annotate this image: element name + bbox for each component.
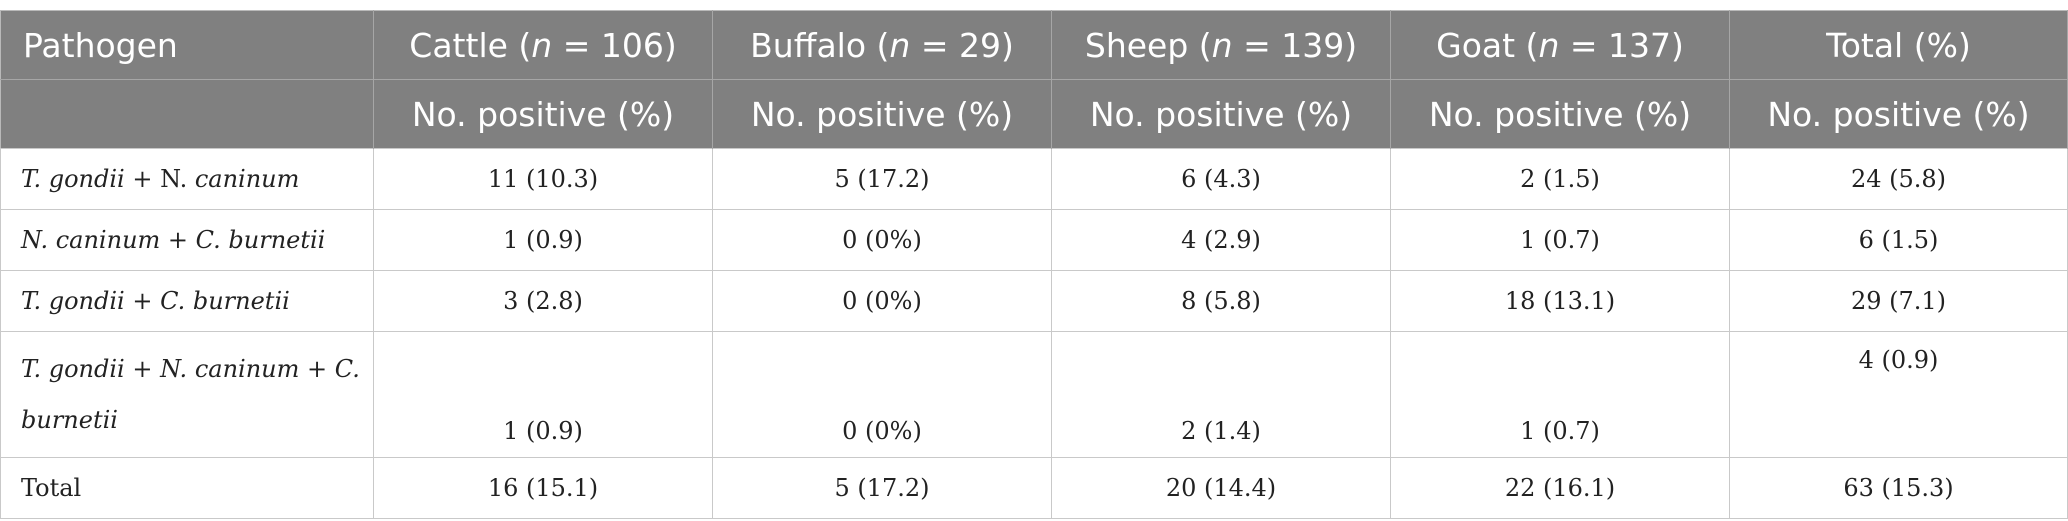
cell-cattle: 16 (15.1)	[373, 457, 713, 519]
row-pathogen: T. gondii + N. caninum + C. burnetii	[0, 331, 374, 458]
table-row: N. caninum + C. burnetii 1 (0.9) 0 (0%) …	[0, 209, 2068, 271]
cell-goat: 2 (1.5)	[1390, 148, 1730, 210]
cell-sheep: 6 (4.3)	[1051, 148, 1391, 210]
header-row-2: No. positive (%) No. positive (%) No. po…	[0, 79, 2068, 149]
table-row: T. gondii + N. caninum + C. burnetii 1 (…	[0, 331, 2068, 458]
header-pathogen-sub	[0, 79, 374, 149]
table-row: T. gondii + C. burnetii 3 (2.8) 0 (0%) 8…	[0, 270, 2068, 332]
coinfection-table: Pathogen Cattle (n = 106) Buffalo (n = 2…	[0, 10, 2068, 519]
cell-total: 4 (0.9)	[1729, 331, 2068, 458]
cell-total: 29 (7.1)	[1729, 270, 2068, 332]
cell-cattle: 3 (2.8)	[373, 270, 713, 332]
cell-buffalo: 0 (0%)	[712, 270, 1052, 332]
header-total-sub: No. positive (%)	[1729, 79, 2068, 149]
header-cattle: Cattle (n = 106)	[373, 10, 713, 80]
cell-total: 24 (5.8)	[1729, 148, 2068, 210]
cell-sheep: 4 (2.9)	[1051, 209, 1391, 271]
table-row-total: Total 16 (15.1) 5 (17.2) 20 (14.4) 22 (1…	[0, 457, 2068, 519]
cell-goat: 18 (13.1)	[1390, 270, 1730, 332]
cell-sheep: 8 (5.8)	[1051, 270, 1391, 332]
header-row-1: Pathogen Cattle (n = 106) Buffalo (n = 2…	[0, 10, 2068, 80]
row-pathogen: T. gondii + N. caninum	[0, 148, 374, 210]
header-goat-sub: No. positive (%)	[1390, 79, 1730, 149]
cell-buffalo: 0 (0%)	[712, 331, 1052, 458]
cell-buffalo: 0 (0%)	[712, 209, 1052, 271]
row-pathogen: N. caninum + C. burnetii	[0, 209, 374, 271]
row-pathogen: T. gondii + C. burnetii	[0, 270, 374, 332]
table-body: T. gondii + N. caninum 11 (10.3) 5 (17.2…	[0, 148, 2068, 519]
table-container: Pathogen Cattle (n = 106) Buffalo (n = 2…	[0, 10, 2068, 519]
header-goat: Goat (n = 137)	[1390, 10, 1730, 80]
header-sheep-sub: No. positive (%)	[1051, 79, 1391, 149]
header-cattle-sub: No. positive (%)	[373, 79, 713, 149]
cell-cattle: 11 (10.3)	[373, 148, 713, 210]
cell-buffalo: 5 (17.2)	[712, 457, 1052, 519]
table-row: T. gondii + N. caninum 11 (10.3) 5 (17.2…	[0, 148, 2068, 210]
cell-goat: 1 (0.7)	[1390, 209, 1730, 271]
header-pathogen: Pathogen	[0, 10, 374, 80]
header-buffalo-sub: No. positive (%)	[712, 79, 1052, 149]
header-sheep: Sheep (n = 139)	[1051, 10, 1391, 80]
cell-buffalo: 5 (17.2)	[712, 148, 1052, 210]
header-buffalo: Buffalo (n = 29)	[712, 10, 1052, 80]
row-pathogen: Total	[0, 457, 374, 519]
cell-cattle: 1 (0.9)	[373, 331, 713, 458]
cell-goat: 1 (0.7)	[1390, 331, 1730, 458]
header-total: Total (%)	[1729, 10, 2068, 80]
cell-sheep: 20 (14.4)	[1051, 457, 1391, 519]
cell-total: 6 (1.5)	[1729, 209, 2068, 271]
cell-goat: 22 (16.1)	[1390, 457, 1730, 519]
cell-total: 63 (15.3)	[1729, 457, 2068, 519]
table-header: Pathogen Cattle (n = 106) Buffalo (n = 2…	[0, 10, 2068, 149]
cell-sheep: 2 (1.4)	[1051, 331, 1391, 458]
cell-cattle: 1 (0.9)	[373, 209, 713, 271]
